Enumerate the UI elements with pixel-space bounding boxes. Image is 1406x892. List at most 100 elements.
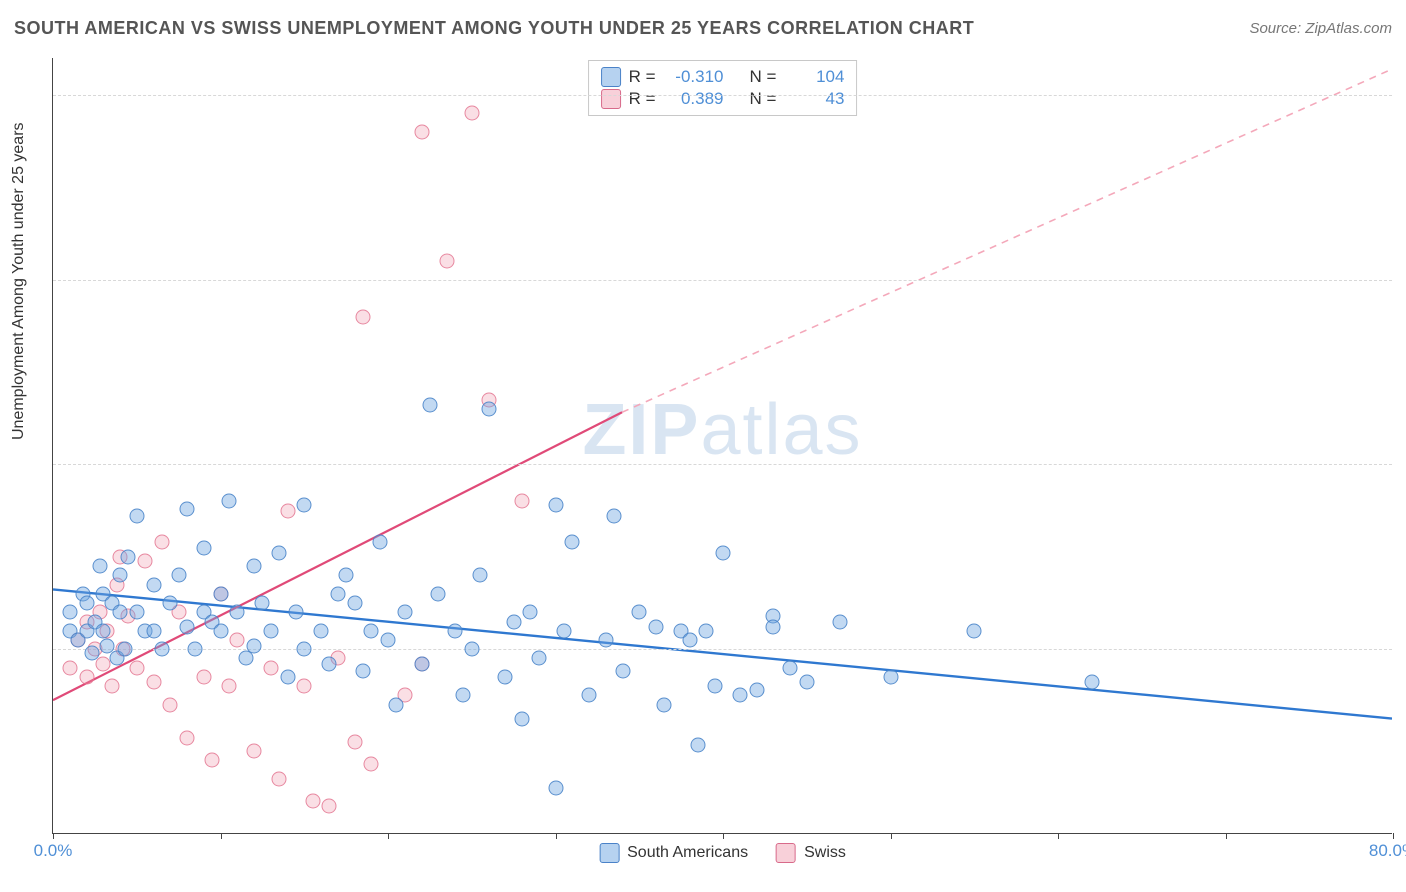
y-axis-label: Unemployment Among Youth under 25 years [10, 122, 28, 440]
source-label: Source: ZipAtlas.com [1249, 20, 1392, 37]
trend-lines [53, 58, 1392, 833]
scatter-point [163, 596, 178, 611]
scatter-point [699, 623, 714, 638]
correlation-legend: R = -0.310 N = 104 R = 0.389 N = 43 [588, 60, 858, 116]
scatter-point [247, 638, 262, 653]
scatter-point [180, 620, 195, 635]
scatter-point [783, 660, 798, 675]
scatter-point [213, 623, 228, 638]
scatter-point [297, 679, 312, 694]
scatter-point [707, 679, 722, 694]
scatter-point [146, 675, 161, 690]
scatter-point [138, 553, 153, 568]
scatter-point [548, 498, 563, 513]
scatter-point [364, 623, 379, 638]
scatter-point [297, 498, 312, 513]
scatter-point [967, 623, 982, 638]
scatter-point [690, 738, 705, 753]
scatter-point [230, 633, 245, 648]
swatch-south-americans [601, 67, 621, 87]
scatter-point [263, 623, 278, 638]
scatter-point [431, 586, 446, 601]
scatter-point [62, 605, 77, 620]
scatter-point [104, 679, 119, 694]
scatter-point [196, 669, 211, 684]
scatter-point [129, 605, 144, 620]
scatter-point [481, 402, 496, 417]
scatter-point [716, 546, 731, 561]
gridline-h [53, 95, 1392, 96]
scatter-point [355, 309, 370, 324]
scatter-point [280, 669, 295, 684]
scatter-point [515, 494, 530, 509]
legend-item-south-americans: South Americans [599, 843, 748, 863]
scatter-point [372, 535, 387, 550]
scatter-point [439, 254, 454, 269]
scatter-point [414, 124, 429, 139]
scatter-point [381, 633, 396, 648]
scatter-point [314, 623, 329, 638]
scatter-point [448, 623, 463, 638]
scatter-plot: ZIPatlas R = -0.310 N = 104 R = 0.389 N … [52, 58, 1392, 834]
scatter-point [180, 501, 195, 516]
x-tick [556, 833, 557, 839]
legend-item-swiss: Swiss [776, 843, 846, 863]
scatter-point [732, 688, 747, 703]
scatter-point [96, 623, 111, 638]
watermark: ZIPatlas [582, 389, 862, 471]
scatter-point [221, 679, 236, 694]
scatter-point [1084, 675, 1099, 690]
scatter-point [799, 675, 814, 690]
scatter-point [397, 605, 412, 620]
scatter-point [632, 605, 647, 620]
scatter-point [221, 494, 236, 509]
scatter-point [531, 651, 546, 666]
x-tick [891, 833, 892, 839]
scatter-point [389, 697, 404, 712]
scatter-point [297, 642, 312, 657]
scatter-point [163, 697, 178, 712]
scatter-point [79, 596, 94, 611]
scatter-point [330, 586, 345, 601]
scatter-point [657, 697, 672, 712]
scatter-point [506, 614, 521, 629]
scatter-point [146, 577, 161, 592]
scatter-point [582, 688, 597, 703]
scatter-point [263, 660, 278, 675]
scatter-point [766, 620, 781, 635]
scatter-point [62, 660, 77, 675]
scatter-point [84, 645, 99, 660]
scatter-point [322, 657, 337, 672]
gridline-h [53, 464, 1392, 465]
y-tick-label: 40.0% [1400, 85, 1406, 105]
scatter-point [188, 642, 203, 657]
scatter-point [288, 605, 303, 620]
scatter-point [364, 756, 379, 771]
scatter-point [272, 771, 287, 786]
scatter-point [79, 669, 94, 684]
scatter-point [180, 730, 195, 745]
scatter-point [99, 638, 114, 653]
scatter-point [121, 549, 136, 564]
x-tick [221, 833, 222, 839]
scatter-point [171, 568, 186, 583]
y-tick-label: 10.0% [1400, 639, 1406, 659]
x-tick-label: 80.0% [1369, 841, 1406, 861]
chart-title: SOUTH AMERICAN VS SWISS UNEMPLOYMENT AMO… [14, 18, 974, 38]
scatter-point [129, 660, 144, 675]
scatter-point [615, 664, 630, 679]
scatter-point [272, 546, 287, 561]
scatter-point [347, 596, 362, 611]
scatter-point [682, 633, 697, 648]
scatter-point [247, 743, 262, 758]
scatter-point [473, 568, 488, 583]
x-tick [723, 833, 724, 839]
scatter-point [498, 669, 513, 684]
scatter-point [548, 780, 563, 795]
scatter-point [565, 535, 580, 550]
scatter-point [280, 503, 295, 518]
legend-row-b: R = 0.389 N = 43 [601, 89, 845, 109]
swatch-swiss [601, 89, 621, 109]
scatter-point [196, 540, 211, 555]
legend-row-a: R = -0.310 N = 104 [601, 67, 845, 87]
